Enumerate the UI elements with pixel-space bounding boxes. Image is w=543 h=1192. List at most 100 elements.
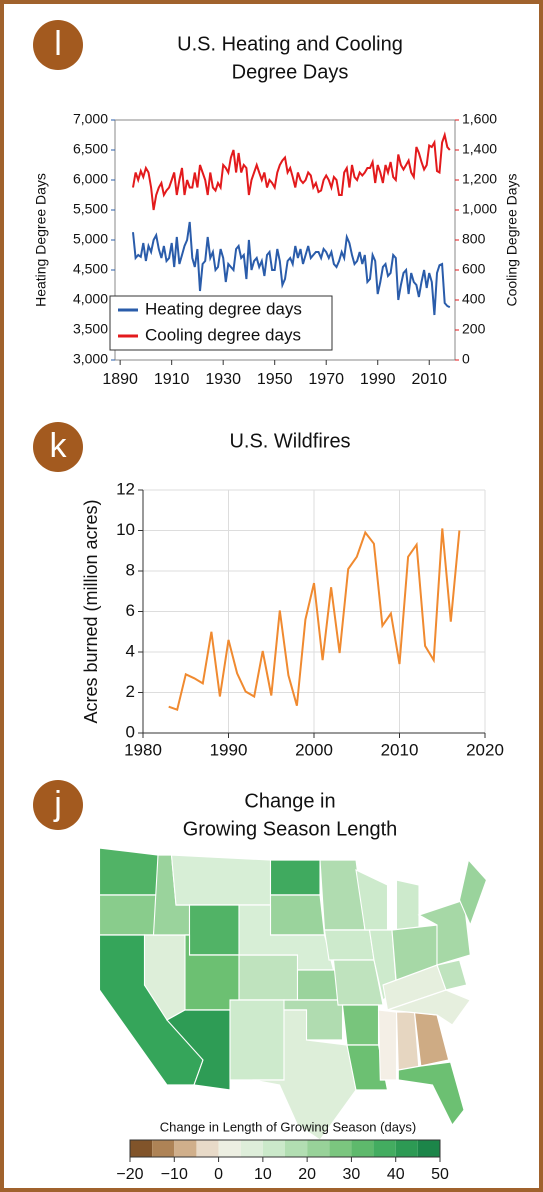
y2-tick-label: 800 [462,231,486,247]
y2-tick-label: 400 [462,291,486,307]
y-tick-label: 7,000 [73,111,108,127]
badge [33,780,83,830]
region [341,1004,380,1046]
region [323,929,375,961]
colorbar-cell [351,1140,374,1157]
legend-label: Cooling degree days [145,325,301,344]
region [296,969,339,1001]
y-tick-label: 5,500 [73,201,108,217]
y-tick-label: 3,000 [73,351,108,367]
badge-letter: l [54,25,62,63]
legend-box [109,295,333,351]
y2-tick-label: 1,400 [462,141,497,157]
data-line [132,131,451,211]
x-tick-label: 1980 [124,740,162,759]
colorbar-cell [307,1140,330,1157]
region [395,879,420,931]
y-tick-label: 4,000 [73,291,108,307]
x-tick-label: 1930 [205,371,241,388]
y2-tick-label: 200 [462,321,486,337]
colorbar-frame [129,1139,441,1158]
region [170,854,272,906]
y-tick-label: 3,500 [73,321,108,337]
colorbar-cell [395,1140,418,1157]
badge-letter: k [50,427,68,465]
x-tick-label: 1990 [360,371,396,388]
y-tick-label: 12 [116,479,135,498]
y-tick-label: 2 [126,682,135,701]
chart-title: U.S. Heating and Cooling [177,33,403,55]
x-tick-label: 1950 [257,371,293,388]
x-tick-label: 2010 [381,740,419,759]
y-tick-label: 4 [126,641,135,660]
x-tick-label: 2020 [466,740,504,759]
y2-tick-label: 1,000 [462,201,497,217]
y-tick-label: 8 [126,560,135,579]
chart-title: Degree Days [232,61,349,83]
colorbar-cell [417,1140,440,1157]
colorbar-cell [130,1140,153,1157]
y-tick-label: 6 [126,601,135,620]
x-tick-label: 1890 [102,371,138,388]
region [269,859,321,896]
colorbar-cell [174,1140,197,1157]
badge-letter: j [53,785,62,823]
region [458,858,488,927]
region [98,894,159,936]
region [98,847,159,896]
colorbar-tick-label: 30 [343,1166,361,1183]
y2-axis-label: Cooling Degree Days [504,173,520,306]
colorbar-cell [329,1140,352,1157]
colorbar-tick-label: 40 [387,1166,405,1183]
data-line [168,528,461,712]
region [188,904,240,956]
region [229,999,285,1081]
y-tick-label: 0 [126,722,135,741]
y-tick-label: 6,000 [73,171,108,187]
y-axis-label: Heating Degree Days [33,173,49,307]
colorbar-cell [240,1140,263,1157]
colorbar-tick-label: 20 [298,1166,316,1183]
region [269,894,326,936]
y-tick-label: 5,000 [73,231,108,247]
region [377,1009,398,1081]
colorbar-cell [373,1140,396,1157]
y2-tick-label: 1,600 [462,111,497,127]
y-tick-label: 6,500 [73,141,108,157]
region [397,1061,465,1127]
colorbar-cell [262,1140,285,1157]
colorbar-tick-label: 0 [214,1166,223,1183]
y2-tick-label: 1,200 [462,171,497,187]
colorbar-label: Change in Length of Growing Season (days… [160,1119,417,1134]
region [332,959,384,1006]
chart-title: U.S. Wildfires [229,430,350,452]
region [346,1044,389,1091]
region [417,899,471,966]
region [166,1009,231,1091]
map [98,847,488,1141]
y-axis-label: Acres burned (million acres) [81,499,101,723]
legend-label: Heating degree days [145,299,302,318]
x-tick-label: 1970 [308,371,344,388]
colorbar-tick-label: 50 [431,1166,449,1183]
badge [33,20,83,70]
x-tick-label: 2000 [295,740,333,759]
colorbar-cell [196,1140,219,1157]
colorbar-cell [218,1140,241,1157]
y2-tick-label: 0 [462,351,470,367]
x-tick-label: 1990 [210,740,248,759]
chart-title: Change in [244,790,335,812]
y-tick-label: 10 [116,520,135,539]
x-tick-label: 2010 [411,371,447,388]
colorbar-cell [152,1140,175,1157]
colorbar-tick-label: −20 [116,1166,143,1183]
region [387,989,472,1026]
region [436,959,468,991]
colorbar-cell [285,1140,308,1157]
colorbar-tick-label: −10 [161,1166,188,1183]
y-tick-label: 4,500 [73,261,108,277]
badge [33,422,83,472]
region [238,954,299,1001]
x-tick-label: 1910 [154,371,190,388]
